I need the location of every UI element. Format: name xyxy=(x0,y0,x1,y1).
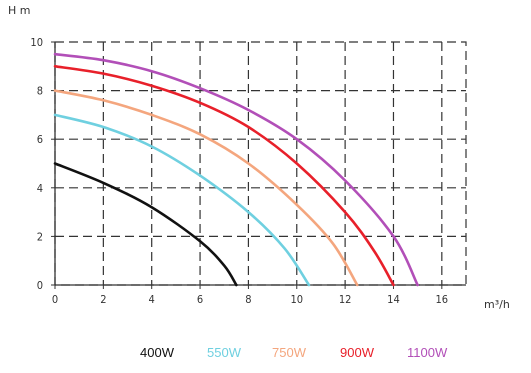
chart-curves xyxy=(53,52,419,287)
y-tick-label: 0 xyxy=(37,279,43,292)
legend-900w: 900W xyxy=(340,345,374,360)
legend-1100w: 1100W xyxy=(407,345,448,360)
y-tick-label: 10 xyxy=(30,36,43,49)
x-tick-label: 16 xyxy=(436,293,449,306)
x-tick-label: 0 xyxy=(52,293,58,306)
x-tick-label: 12 xyxy=(339,293,352,306)
chart-grid xyxy=(54,41,467,286)
chart-axes xyxy=(54,42,466,286)
y-tick-label: 6 xyxy=(37,133,43,146)
y-axis-label: H m xyxy=(8,4,30,17)
series-line-550w xyxy=(53,113,311,287)
series-line-750w xyxy=(53,89,359,287)
legend-400w: 400W xyxy=(140,345,174,360)
grid-frame xyxy=(54,41,467,286)
x-tick-label: 8 xyxy=(245,293,251,306)
y-tick-label: 4 xyxy=(37,182,43,195)
chart-ticks: 0 2 4 6 8 10 12 14 16 0 2 4 6 8 10 xyxy=(30,36,448,306)
x-tick-label: 2 xyxy=(100,293,106,306)
legend-550w: 550W xyxy=(207,345,241,360)
legend-750w: 750W xyxy=(272,345,306,360)
x-tick-label: 6 xyxy=(197,293,203,306)
y-tick-label: 2 xyxy=(37,230,43,243)
chart-legend: 400W 550W 750W 900W 1100W xyxy=(0,345,531,367)
x-axis-label: m³/h xyxy=(484,298,510,311)
x-tick-label: 10 xyxy=(290,293,303,306)
series-line-400w xyxy=(53,162,238,287)
series-line-1100w xyxy=(53,52,419,287)
series-line-900w xyxy=(53,65,395,287)
x-tick-label: 4 xyxy=(149,293,155,306)
x-tick-label: 14 xyxy=(387,293,400,306)
y-tick-label: 8 xyxy=(37,85,43,98)
